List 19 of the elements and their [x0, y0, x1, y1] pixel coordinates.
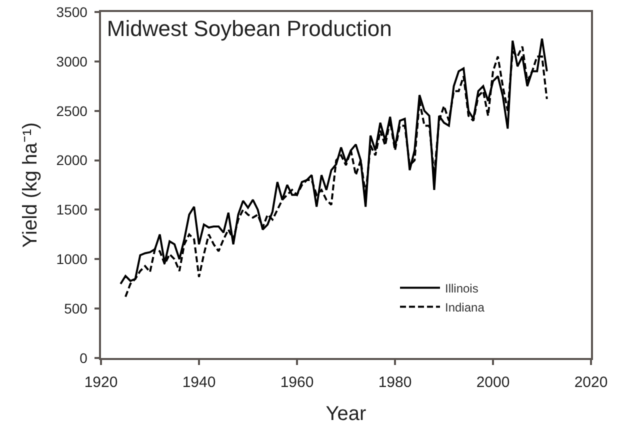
x-tick-label: 1980 [378, 374, 412, 391]
y-tick-label: 1000 [56, 251, 88, 268]
legend-label: Illinois [445, 281, 478, 296]
x-tick-label: 1920 [84, 374, 118, 391]
y-tick-label: 0 [80, 350, 88, 366]
x-tick-label: 2020 [574, 374, 608, 391]
y-tick-label: 2000 [56, 152, 88, 168]
y-axis-title: Yield (kg ha⁻¹) [19, 122, 42, 248]
y-tick-label: 3500 [56, 4, 88, 20]
y-tick-label: 2500 [56, 102, 88, 119]
x-tick-label: 2000 [476, 374, 510, 391]
x-tick-label: 1960 [280, 374, 314, 391]
chart-title: Midwest Soybean Production [106, 16, 392, 42]
y-tick-label: 1500 [56, 202, 88, 218]
y-tick-label: 500 [64, 300, 88, 316]
x-axis-title: Year [326, 402, 367, 425]
legend-label: Indiana [445, 300, 485, 314]
x-tick-label: 1940 [182, 374, 216, 391]
y-tick-label: 3000 [56, 53, 88, 70]
